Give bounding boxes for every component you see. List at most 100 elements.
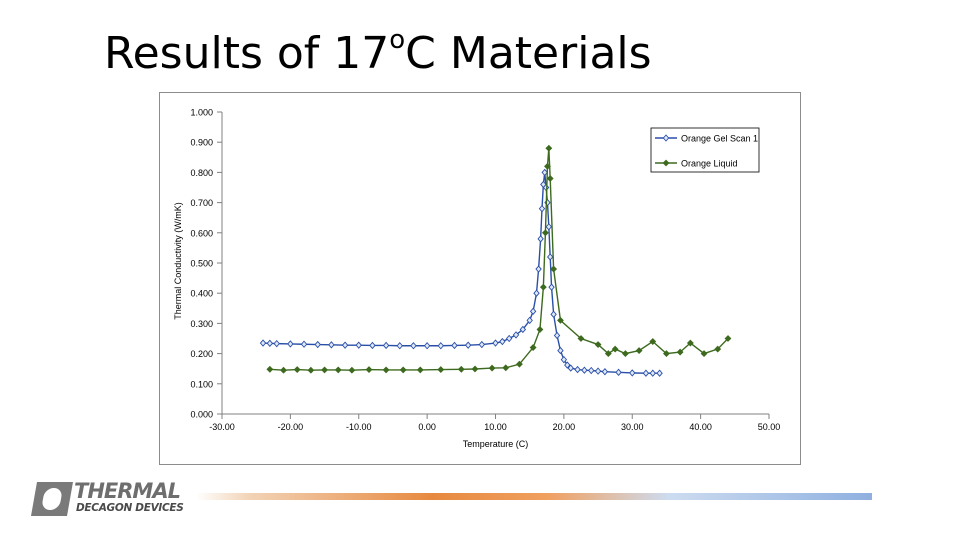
data-point <box>396 342 403 350</box>
data-point <box>544 162 551 170</box>
data-point <box>564 361 571 369</box>
legend-label: Orange Liquid <box>681 159 738 169</box>
data-point <box>529 344 537 351</box>
data-point <box>502 364 510 372</box>
legend-entry-0: Orange Gel Scan 1 <box>655 134 758 144</box>
data-point <box>533 289 540 297</box>
data-point <box>416 366 424 374</box>
data-point <box>548 283 555 291</box>
y-tick-label: 1.000 <box>190 108 213 118</box>
legend-label: Orange Gel Scan 1 <box>681 134 758 144</box>
y-tick-label: 0.100 <box>190 379 213 389</box>
data-point <box>649 369 656 377</box>
data-point <box>541 168 548 177</box>
x-tick-label: -10.00 <box>346 422 372 432</box>
y-tick-label: 0.000 <box>190 410 213 420</box>
data-point <box>539 283 547 291</box>
data-point <box>574 365 581 374</box>
slide-title: Results of 17oC Materials <box>104 25 652 79</box>
x-tick-label: -20.00 <box>278 422 304 432</box>
data-point <box>642 369 650 377</box>
data-point <box>437 342 444 350</box>
data-point <box>538 204 546 213</box>
legend-marker <box>662 134 670 142</box>
data-point <box>541 229 549 237</box>
data-point <box>266 339 274 348</box>
data-point <box>280 366 287 374</box>
data-point <box>516 360 523 368</box>
y-tick-label: 0.300 <box>190 319 213 329</box>
data-point <box>656 369 663 377</box>
data-point <box>588 366 595 375</box>
y-tick-label: 0.900 <box>190 138 213 148</box>
data-point <box>464 341 472 349</box>
x-tick-label: 40.00 <box>689 422 712 432</box>
chart-frame: 0.000 0.100 0.200 0.300 0.400 0.500 0.600 0.700… <box>159 92 801 465</box>
company-logo: THERMAL DECAGON DEVICES <box>31 479 184 521</box>
data-point <box>410 342 417 350</box>
data-point <box>488 364 496 372</box>
data-point <box>557 316 564 324</box>
data-point <box>621 350 629 358</box>
x-tick-label: 50.00 <box>758 422 781 432</box>
data-point <box>676 348 684 356</box>
data-point <box>328 341 335 349</box>
x-tick-label: -30.00 <box>209 422 235 432</box>
x-tick-label: 20.00 <box>553 422 576 432</box>
data-point <box>492 339 499 347</box>
data-point <box>341 341 349 349</box>
series-0 <box>259 168 663 377</box>
data-point <box>382 341 390 350</box>
data-point <box>545 144 553 152</box>
slide-title-pre: Results of 17 <box>104 28 390 79</box>
data-point <box>700 350 708 358</box>
legend-box <box>650 127 760 173</box>
legend-marker <box>662 159 670 167</box>
data-point <box>537 235 544 243</box>
data-point <box>451 341 458 350</box>
data-point <box>457 365 465 373</box>
data-point <box>348 366 356 374</box>
data-point <box>567 364 574 372</box>
data-point <box>365 366 373 374</box>
data-point <box>663 350 670 358</box>
data-point <box>560 355 568 364</box>
conductivity-chart: 0.000 0.100 0.200 0.300 0.400 0.500 0.600 0.700… <box>173 108 781 450</box>
data-point <box>535 265 542 273</box>
series-line <box>269 148 729 371</box>
data-point <box>536 326 544 333</box>
x-tick-label: 30.00 <box>621 422 644 432</box>
x-tick-label: 0.00 <box>418 422 436 432</box>
y-tick-label: 0.200 <box>190 349 213 359</box>
data-point <box>604 350 612 358</box>
slide-title-degree: o <box>389 25 406 56</box>
y-tick-label: 0.600 <box>190 228 213 238</box>
data-point <box>399 366 407 374</box>
data-point <box>314 340 321 349</box>
data-point <box>519 325 527 334</box>
data-point <box>629 369 636 377</box>
data-point <box>369 341 376 350</box>
data-point <box>499 337 506 346</box>
data-point <box>423 342 431 350</box>
data-point <box>611 345 619 353</box>
data-point <box>553 331 561 340</box>
series-line <box>262 172 660 374</box>
data-point <box>355 341 362 349</box>
data-point <box>478 340 486 349</box>
data-point <box>287 340 294 348</box>
legend-entry-1: Orange Liquid <box>655 159 738 169</box>
logo-mark-icon <box>31 482 73 516</box>
data-point <box>259 339 267 347</box>
data-point <box>547 253 554 261</box>
data-point <box>512 331 520 339</box>
data-point <box>550 310 557 319</box>
data-point <box>615 368 622 377</box>
x-axis-label: Temperature (C) <box>463 439 529 449</box>
data-point <box>546 175 554 182</box>
data-point <box>334 366 342 374</box>
data-point <box>300 340 308 348</box>
data-point <box>601 368 609 376</box>
data-point <box>594 367 602 375</box>
data-point <box>382 366 390 374</box>
